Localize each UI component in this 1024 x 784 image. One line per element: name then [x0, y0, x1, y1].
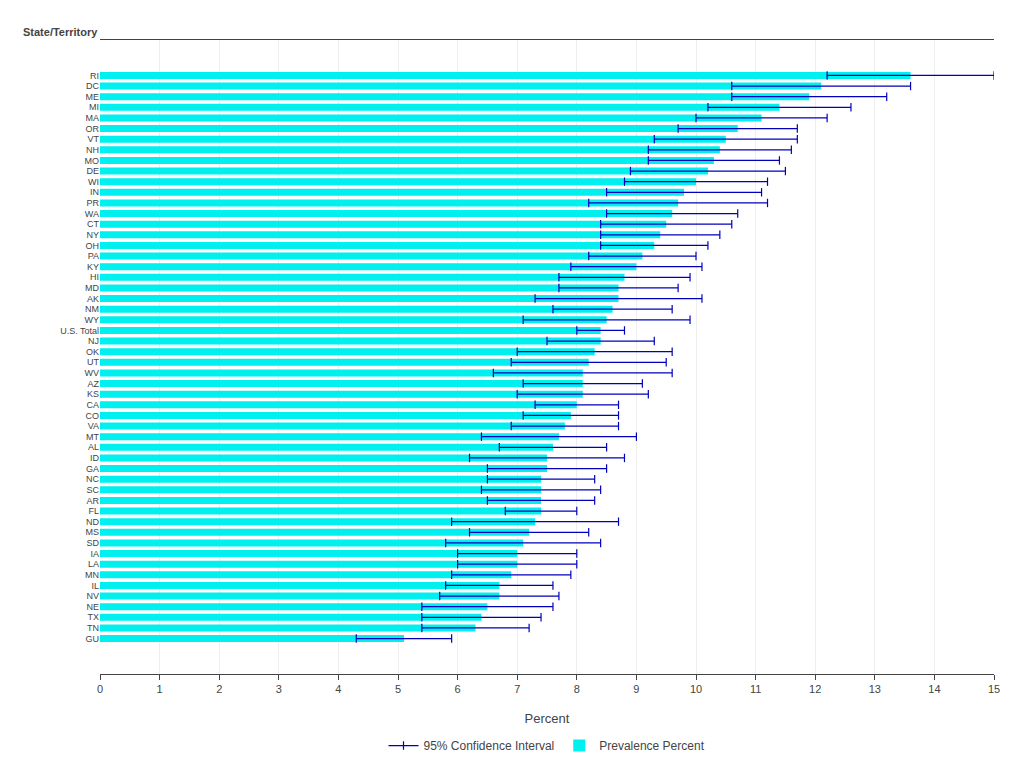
svg-text:OR: OR [86, 124, 100, 134]
svg-text:GA: GA [86, 464, 99, 474]
svg-text:Prevalence Percent: Prevalence Percent [599, 739, 704, 753]
svg-text:DE: DE [86, 166, 99, 176]
svg-text:95% Confidence Interval: 95% Confidence Interval [424, 739, 555, 753]
svg-text:NH: NH [86, 145, 99, 155]
svg-text:9: 9 [633, 683, 639, 695]
svg-text:13: 13 [869, 683, 881, 695]
svg-text:WV: WV [85, 368, 100, 378]
svg-text:MD: MD [85, 283, 99, 293]
svg-text:MI: MI [89, 102, 99, 112]
svg-text:4: 4 [335, 683, 341, 695]
svg-text:VT: VT [87, 134, 99, 144]
svg-text:10: 10 [690, 683, 702, 695]
svg-text:WY: WY [85, 315, 100, 325]
svg-text:CT: CT [87, 219, 99, 229]
svg-text:TX: TX [87, 612, 99, 622]
svg-text:OK: OK [86, 347, 99, 357]
svg-text:11: 11 [750, 683, 761, 695]
svg-text:MT: MT [86, 432, 99, 442]
svg-text:MO: MO [85, 156, 100, 166]
svg-text:7: 7 [514, 683, 520, 695]
svg-text:CA: CA [86, 400, 99, 410]
svg-text:0: 0 [97, 683, 103, 695]
svg-text:MA: MA [86, 113, 100, 123]
svg-text:NE: NE [86, 602, 99, 612]
svg-text:5: 5 [395, 683, 401, 695]
svg-text:15: 15 [988, 683, 1000, 695]
svg-text:NM: NM [85, 304, 99, 314]
svg-text:LA: LA [88, 559, 99, 569]
svg-text:IA: IA [90, 549, 99, 559]
svg-text:14: 14 [928, 683, 940, 695]
svg-text:ND: ND [86, 517, 99, 527]
svg-text:MS: MS [86, 527, 100, 537]
svg-text:TN: TN [87, 623, 99, 633]
svg-text:6: 6 [455, 683, 461, 695]
svg-text:ID: ID [90, 453, 100, 463]
svg-text:OH: OH [86, 241, 100, 251]
svg-text:WA: WA [85, 209, 99, 219]
svg-text:12: 12 [809, 683, 821, 695]
svg-text:U.S. Total: U.S. Total [60, 326, 99, 336]
svg-text:3: 3 [276, 683, 282, 695]
svg-text:DC: DC [86, 81, 99, 91]
svg-text:SD: SD [86, 538, 99, 548]
svg-text:KY: KY [87, 262, 99, 272]
svg-text:State/Territory: State/Territory [23, 26, 98, 38]
svg-text:NV: NV [86, 591, 99, 601]
svg-text:PR: PR [86, 198, 99, 208]
svg-text:HI: HI [90, 272, 99, 282]
svg-text:GU: GU [86, 634, 100, 644]
svg-text:Percent: Percent [525, 711, 570, 726]
svg-text:VA: VA [88, 421, 99, 431]
svg-text:AL: AL [88, 442, 99, 452]
svg-text:AK: AK [87, 294, 99, 304]
svg-text:SC: SC [86, 485, 99, 495]
svg-text:PA: PA [88, 251, 99, 261]
svg-text:WI: WI [88, 177, 99, 187]
svg-text:AR: AR [86, 496, 99, 506]
svg-text:MN: MN [85, 570, 99, 580]
svg-text:KS: KS [87, 389, 99, 399]
svg-text:NJ: NJ [88, 336, 99, 346]
svg-text:IL: IL [91, 581, 99, 591]
svg-text:8: 8 [574, 683, 580, 695]
svg-text:AZ: AZ [87, 379, 99, 389]
svg-text:ME: ME [86, 92, 100, 102]
svg-text:NC: NC [86, 474, 99, 484]
svg-text:RI: RI [90, 71, 99, 81]
svg-text:IN: IN [90, 187, 99, 197]
svg-text:2: 2 [216, 683, 222, 695]
svg-text:FL: FL [88, 506, 99, 516]
svg-text:NY: NY [86, 230, 99, 240]
svg-text:CO: CO [86, 411, 100, 421]
svg-text:1: 1 [157, 683, 163, 695]
svg-text:UT: UT [87, 357, 99, 367]
